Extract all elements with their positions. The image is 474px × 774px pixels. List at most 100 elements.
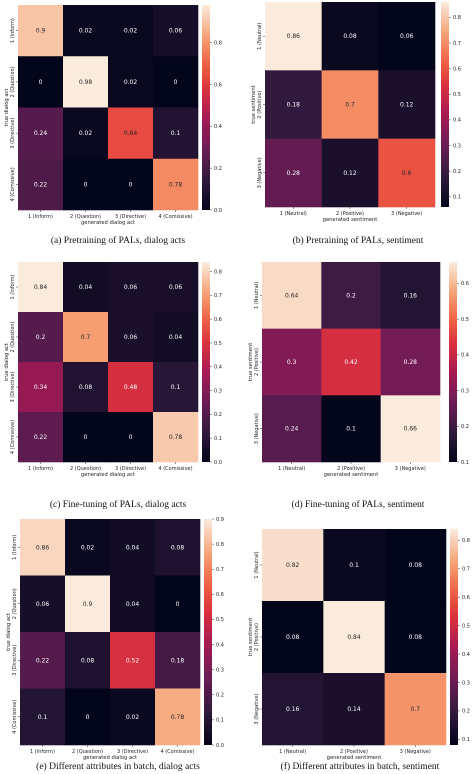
x-tick-label: 2 (Question) — [70, 214, 101, 220]
cell-value-label: 0.16 — [404, 292, 418, 299]
colorbar-tick-label: 0.6 — [461, 281, 469, 287]
x-axis-label: generated dialog act — [81, 220, 135, 226]
heatmap-cell — [108, 5, 154, 57]
cell-value-label: 0.34 — [34, 384, 48, 391]
heatmap-cell — [65, 632, 111, 689]
cell-value-label: 0.3 — [287, 359, 297, 366]
heatmap-cell — [63, 412, 109, 463]
heatmap-cell — [321, 262, 381, 329]
cell-value-label: 0.02 — [79, 130, 93, 137]
x-tick-label: 3 (Directive) — [115, 466, 146, 472]
heatmap-cell — [321, 2, 379, 71]
cell-value-label: 0.9 — [83, 601, 93, 608]
cell-value-label: 0.78 — [171, 714, 185, 721]
colorbar-tick-label: 0.1 — [214, 436, 222, 442]
x-tick-label: 4 (Comissive) — [158, 214, 192, 220]
cell-value-label: 0.06 — [124, 284, 138, 291]
heatmap-cell — [378, 70, 436, 139]
colorbar-tick-label: 0.8 — [453, 15, 461, 21]
heatmap-panel: 0.64 0.2 0.16 0.3 0.42 0.28 0.24 0.1 0.66 1 (Neut… — [248, 262, 469, 510]
cell-value-label: 0.1 — [171, 384, 181, 391]
cell-value-label: 0 — [129, 181, 133, 188]
y-tick-label: 1 (Neutral) — [257, 23, 263, 50]
cell-value-label: 0 — [84, 434, 88, 441]
cell-value-label: 0.16 — [286, 706, 300, 713]
heatmap-cell — [153, 362, 199, 413]
heatmap-cell — [65, 519, 111, 576]
heatmap-cell — [380, 262, 441, 329]
y-tick-label: 1 (Inform) — [12, 535, 18, 560]
cell-value-label: 0.08 — [171, 544, 185, 551]
x-tick-label: 1 (Neutral) — [278, 466, 305, 472]
heatmap-panel: 0.9 0.02 0.02 0.06 0 0.98 0.02 0 0.24 0.02 0.64 0.1… — [4, 5, 222, 246]
colorbar-tick-label: 0.7 — [214, 293, 222, 299]
heatmap-cell — [108, 107, 154, 160]
cell-value-label: 0 — [174, 79, 178, 86]
colorbar-tick-label: 0.1 — [216, 718, 224, 724]
x-tick-label: 4 (Comissive) — [158, 466, 192, 472]
x-axis-label: generated dialog act — [81, 472, 135, 478]
colorbar — [204, 519, 212, 745]
cell-value-label: 0.18 — [287, 102, 301, 109]
colorbar-tick-label: 0.4 — [453, 118, 461, 124]
heatmap-cell — [63, 107, 109, 160]
cell-value-label: 0 — [84, 181, 88, 188]
heatmap-cell — [153, 262, 199, 313]
heatmap-cell — [108, 362, 154, 413]
y-tick-label: 2 (Positive) — [254, 348, 260, 376]
heatmap-cell — [321, 328, 381, 396]
y-tick-label: 2 (Positive) — [254, 623, 260, 651]
heatmap-cell — [323, 673, 385, 746]
cell-value-label: 0.7 — [345, 102, 355, 109]
heatmap-cell — [153, 107, 199, 160]
heatmap-cell — [108, 56, 154, 108]
y-tick-label: 1 (Neutral) — [254, 551, 260, 578]
heatmap-cell — [262, 328, 322, 396]
cell-value-label: 0.42 — [344, 359, 358, 366]
colorbar-tick-label: 0.2 — [453, 169, 461, 175]
x-axis-label: generated sentiment — [327, 755, 382, 761]
heatmap-cell — [108, 158, 154, 211]
colorbar — [202, 5, 210, 210]
cell-value-label: 0.02 — [126, 714, 140, 721]
heatmap-cell — [18, 56, 64, 108]
cell-value-label: 0.98 — [79, 79, 93, 86]
heatmap-cell — [18, 158, 64, 211]
colorbar-tick-label: 0.2 — [214, 412, 222, 418]
heatmap-cell — [63, 56, 109, 108]
cell-value-label: 0.52 — [126, 657, 140, 664]
heatmap-cell — [153, 412, 199, 463]
cell-value-label: 0.86 — [287, 33, 301, 40]
colorbar — [441, 2, 449, 207]
x-tick-label: 1 (Inform) — [28, 214, 53, 220]
colorbar-tick-label: 0.8 — [462, 538, 470, 544]
heatmap-panel: 0.84 0.04 0.06 0.06 0.2 0.7 0.06 0.04 0.34 0.08 0.… — [4, 262, 222, 510]
cell-value-label: 0.02 — [124, 28, 138, 35]
colorbar-tick-label: 0.4 — [461, 353, 469, 359]
heatmap-cell — [384, 529, 447, 602]
x-tick-label: 1 (Inform) — [28, 466, 53, 472]
cell-value-label: 0.24 — [34, 130, 48, 137]
colorbar-tick-label: 0.5 — [461, 317, 469, 323]
colorbar-tick-label: 0.2 — [461, 424, 469, 430]
y-tick-label: 1 (Inform) — [10, 274, 16, 299]
heatmap-cell — [262, 601, 324, 674]
x-tick-label: 2 (Positive) — [336, 211, 364, 217]
colorbar-tick-label: 0.3 — [214, 388, 222, 394]
panel-caption: (a) Pretraining of PALs, dialog acts — [51, 235, 186, 246]
heatmap-cell — [63, 362, 109, 413]
x-tick-label: 1 (Neutral) — [280, 211, 307, 217]
y-axis-label: true dialog act — [6, 613, 12, 651]
y-axis-label: true sentiment — [251, 85, 257, 124]
heatmap-cell — [265, 70, 322, 139]
x-tick-label: 2 (Positive) — [337, 466, 365, 472]
heatmap-cell — [262, 673, 324, 746]
heatmap-cell — [262, 262, 322, 329]
colorbar-tick-label: 0.7 — [453, 41, 461, 47]
colorbar-tick-label: 0.3 — [453, 143, 461, 149]
cell-value-label: 0.1 — [346, 426, 356, 433]
heatmap-cell — [108, 412, 154, 463]
heatmap-cell — [265, 138, 322, 208]
colorbar-tick-label: 0.6 — [462, 595, 470, 601]
